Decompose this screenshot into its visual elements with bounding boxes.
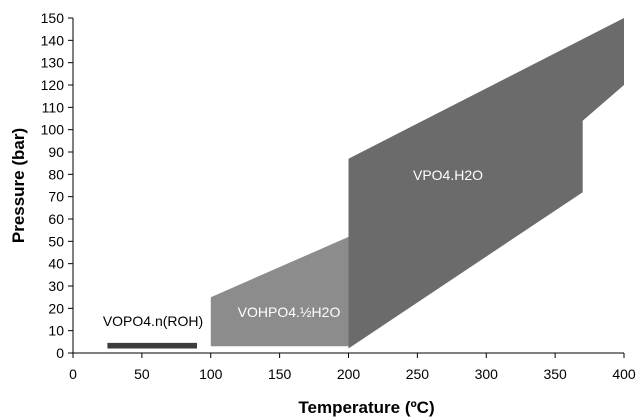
region-labels: VOPO4.n(ROH) VOHPO4.½H2O VPO4.H2O [103,167,483,329]
region-label-vohpo4-half-h2o: VOHPO4.½H2O [238,304,341,320]
y-tick-label: 20 [48,300,64,316]
x-axis-title: Temperature (ºC) [298,398,434,417]
y-tick-label: 0 [56,345,64,361]
y-tick-label: 140 [41,32,65,48]
y-tick-label: 110 [42,99,65,115]
x-tick-label: 200 [337,366,361,382]
y-tick-label: 80 [48,166,64,182]
y-axis-title: Pressure (bar) [9,128,28,243]
y-tick-label: 70 [48,189,64,205]
y-tick-label: 60 [48,211,64,227]
region-vopo4-nroh [107,342,197,349]
y-tick-label: 50 [48,233,64,249]
x-tick-label: 0 [69,366,77,382]
y-tick-label: 90 [48,144,64,160]
x-tick-label: 100 [199,366,223,382]
x-tick-label: 150 [268,366,292,382]
y-tick-label: 130 [41,55,65,71]
y-tick-label: 10 [48,323,64,339]
x-tick-label: 250 [406,366,430,382]
y-tick-label: 150 [41,10,65,26]
x-axis-ticks: 0 50 100 150 200 250 300 350 400 [69,353,636,382]
phase-regions [107,18,624,349]
y-tick-label: 30 [48,278,64,294]
y-tick-label: 120 [41,77,65,93]
region-vpo4-h2o [348,18,624,349]
x-tick-label: 50 [134,366,150,382]
x-tick-label: 350 [543,366,567,382]
x-tick-label: 400 [612,366,636,382]
y-tick-label: 40 [48,256,64,272]
region-label-vpo4-h2o: VPO4.H2O [413,167,483,183]
region-vohpo4-half-h2o [210,236,349,347]
y-axis-ticks: 0 10 20 30 40 50 60 70 80 90 100 110 120 130 140 150 [41,10,73,361]
y-tick-label: 100 [41,122,65,138]
x-tick-label: 300 [475,366,499,382]
region-label-vopo4-nroh: VOPO4.n(ROH) [103,313,203,329]
